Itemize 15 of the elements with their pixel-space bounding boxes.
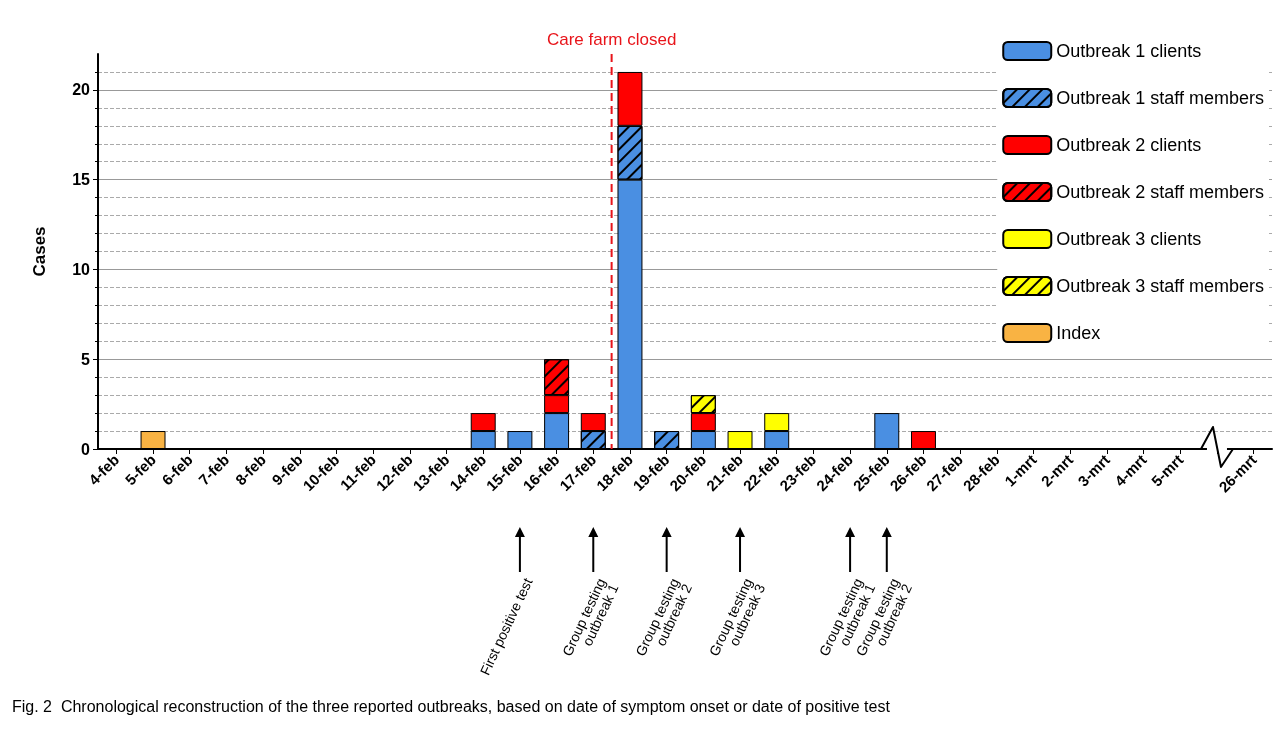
ref-line-label: Care farm closed [546, 30, 677, 49]
y-tick-label: 15 [72, 171, 91, 189]
legend-label: Outbreak 1 staff members [1056, 88, 1265, 108]
legend-label: Outbreak 3 staff members [1056, 276, 1265, 296]
legend-label: Outbreak 2 clients [1056, 135, 1202, 155]
legend-label: Index [1056, 323, 1101, 343]
y-tick-label: 0 [81, 440, 91, 458]
y-tick-label: 20 [72, 81, 91, 99]
legend-label: Outbreak 1 clients [1056, 41, 1202, 61]
y-axis-title: Cases [30, 226, 49, 277]
y-tick-label: 5 [81, 350, 91, 368]
y-tick-label: 10 [72, 260, 91, 278]
legend-label: Outbreak 3 clients [1056, 229, 1202, 249]
legend-label: Outbreak 2 staff members [1056, 182, 1265, 202]
caption: Fig. 2 Chronological reconstruction of the three reported outbreaks, based on date of symptom onset or date of positive test [12, 697, 891, 715]
